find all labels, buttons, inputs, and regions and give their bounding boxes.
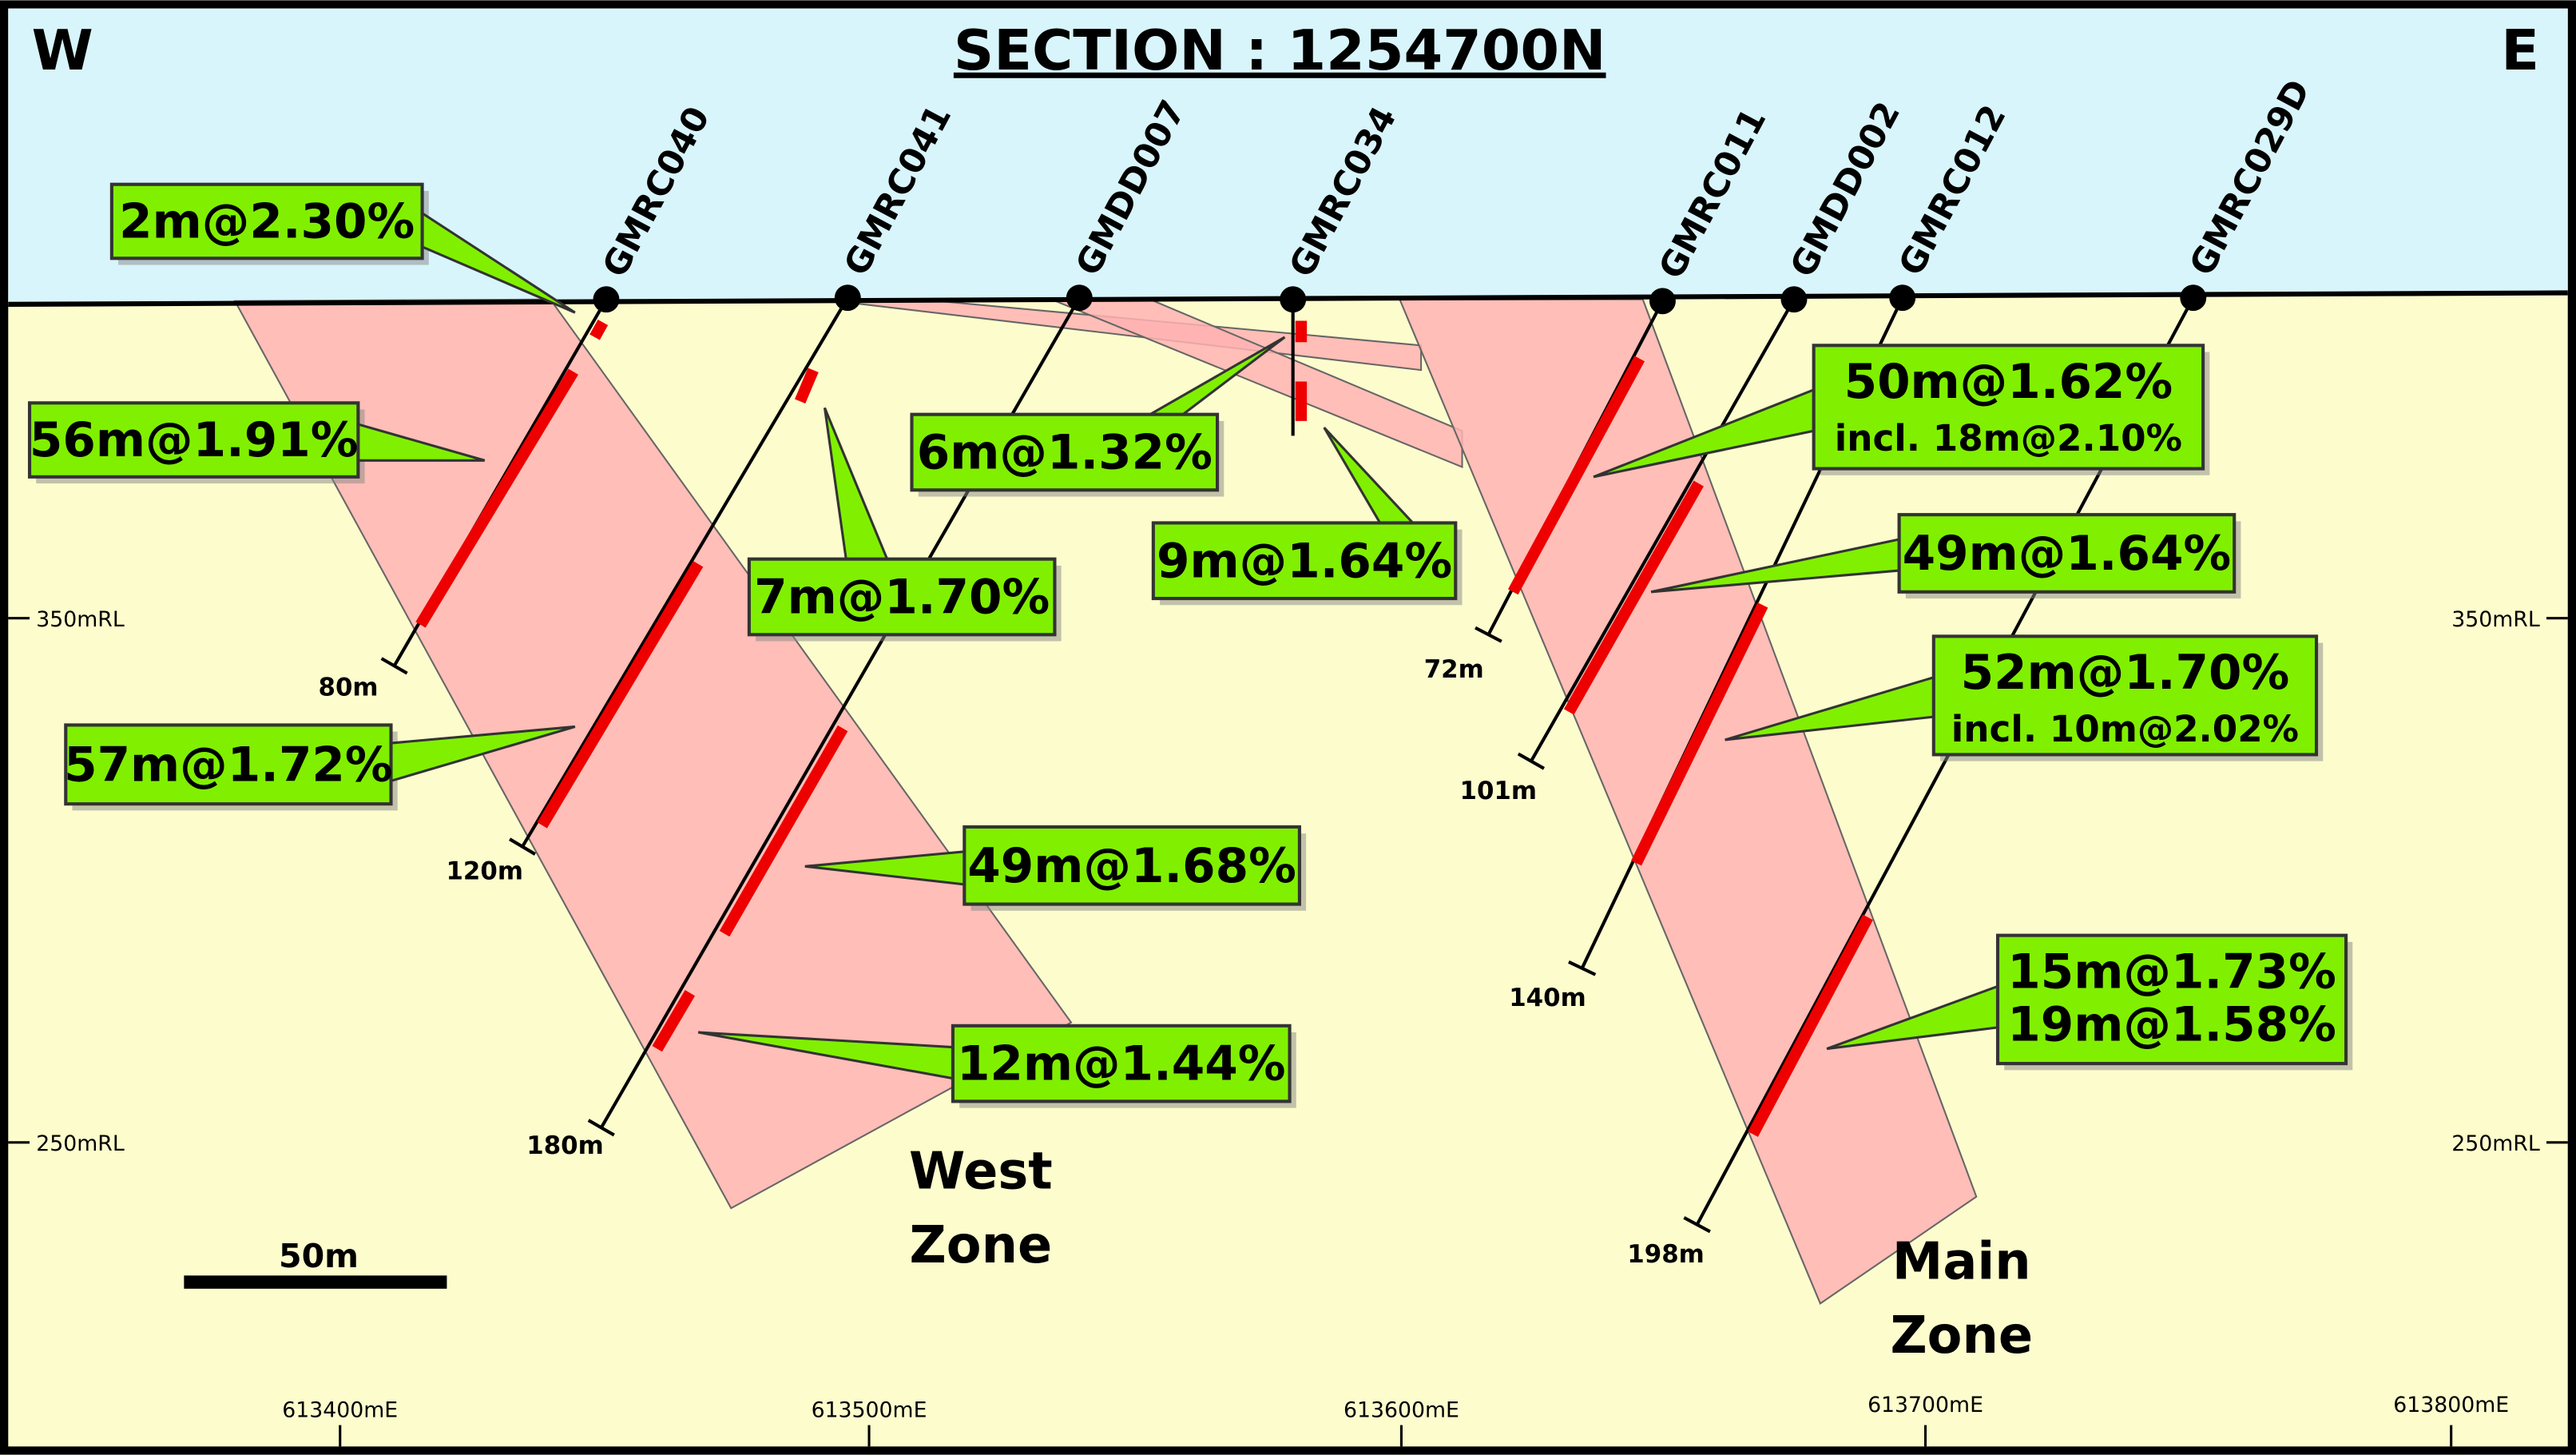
intercept-label: 7m@1.70% [754,570,1050,626]
end-of-hole [509,837,537,856]
intercept-label: 52m@1.70% [1961,646,2290,701]
intercept-label: 49m@1.68% [967,839,1296,894]
callout-box [1931,634,2319,757]
intercept-label: incl. 18m@2.10% [1835,417,2182,459]
hole-depth: 101m [1459,777,1537,805]
east-label: E [2501,18,2539,83]
collar [1780,286,1808,313]
zone-label: Zone [910,1216,1053,1275]
hole-depth: 72m [1424,655,1484,684]
callout-box [1812,344,2205,471]
elevation-label: 350mRL [36,607,125,632]
collar [1649,288,1676,315]
intercept-label: 50m@1.62% [1844,355,2173,410]
zone-label: Zone [1890,1306,2033,1366]
intercept-label: 49m@1.64% [1903,527,2232,582]
easting-label: 613500mE [812,1397,927,1422]
intercept [795,368,819,404]
intercept-label: 15m@1.73% [2007,944,2336,1000]
collar [1066,284,1093,312]
intercept-label: 2m@2.30% [119,195,415,250]
west-label: W [32,18,93,83]
intercept [537,561,704,829]
easting-label: 613600mE [1344,1397,1459,1422]
callout-box [64,723,393,806]
drill-trace [521,296,850,848]
intercept-label: 6m@1.32% [917,426,1213,481]
sky [8,8,2568,304]
end-of-hole [1475,626,1502,643]
zone-label: West [909,1142,1053,1201]
collar [593,286,620,313]
collar [834,284,861,312]
intercept [1507,356,1645,595]
intercept-label: 12m@1.44% [957,1037,1286,1092]
elevation-label: 250mRL [2451,1131,2540,1156]
elevation-label: 250mRL [36,1131,125,1156]
end-of-hole [1568,960,1597,976]
intercept [1631,602,1768,866]
callout-box [951,1024,1292,1103]
end-of-hole [1683,1216,1711,1234]
collar [1280,286,1307,313]
intercept [415,368,578,628]
end-of-hole [380,657,408,675]
easting-label: 613400mE [282,1397,398,1422]
callout-box [910,412,1220,492]
hole-depth: 198m [1627,1240,1705,1269]
ore-zones [233,298,1978,1305]
intercept-label: 57m@1.72% [64,737,393,793]
hole-depth: 80m [319,673,379,702]
callout-box [27,401,360,479]
hole-depth: 120m [446,857,523,886]
callout-box [109,182,424,260]
end-of-hole [1517,752,1546,770]
callout-box [1897,513,2237,594]
hole-depth: 180m [526,1131,604,1160]
intercept [589,320,609,340]
intercept [719,725,848,937]
intercept-label: 9m@1.64% [1157,534,1452,589]
easting-label: 613700mE [1868,1393,1983,1417]
drill-trace [1530,298,1796,762]
intercept-label: 19m@1.58% [2007,997,2336,1052]
intercept [1748,914,1873,1137]
intercept [1563,480,1704,715]
callout-box [747,557,1057,637]
intercept [652,990,696,1052]
collar [2180,284,2207,312]
callout-box [1151,521,1458,601]
callout-box [963,825,1301,906]
intercept-label: 56m@1.91% [30,413,359,468]
end-of-hole [587,1119,615,1137]
elevation-label: 350mRL [2451,607,2540,632]
hole-depth: 140m [1509,984,1586,1012]
scale-label: 50m [279,1237,359,1275]
collar [1889,284,1916,312]
intercept-label: incl. 10m@2.02% [1951,708,2299,750]
easting-label: 613800mE [2393,1393,2509,1417]
zone-label: Main [1892,1233,2031,1292]
title: SECTION : 1254700N [954,18,1606,83]
callout-box [1995,933,2348,1066]
